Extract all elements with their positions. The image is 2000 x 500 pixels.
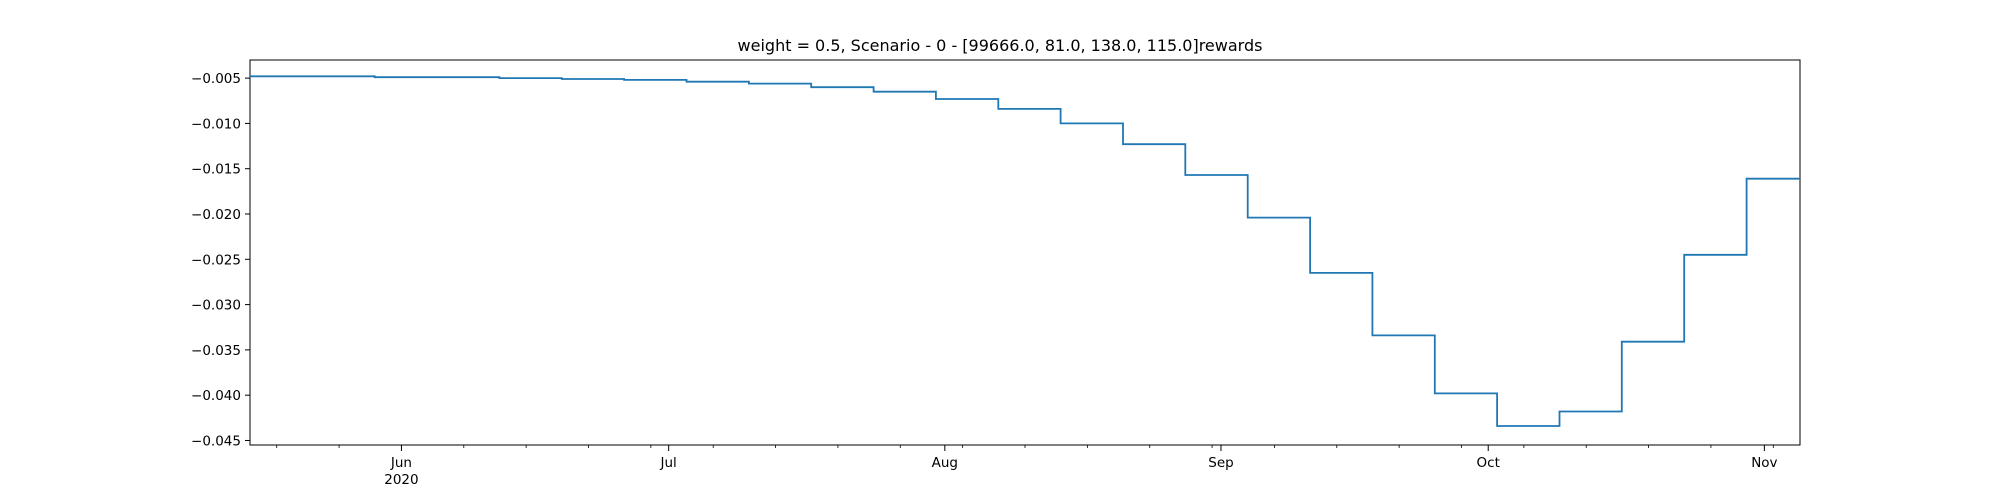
x-tick-label: Aug bbox=[932, 455, 958, 471]
y-tick-label: −0.020 bbox=[191, 207, 241, 223]
x-tick-label: Jul bbox=[660, 455, 677, 471]
x-tick-sublabel: 2020 bbox=[384, 472, 418, 488]
y-tick-label: −0.040 bbox=[191, 388, 241, 404]
series-line bbox=[250, 75, 1800, 427]
plot-area: −0.005 −0.010 −0.015 −0.020 −0.025 −0.030 −0.0… bbox=[191, 59, 1801, 488]
y-tick-label: −0.010 bbox=[191, 116, 241, 132]
x-tick-label: Nov bbox=[1751, 455, 1777, 471]
x-tick-label: Jun bbox=[390, 455, 412, 471]
y-tick-label: −0.045 bbox=[191, 433, 241, 449]
y-tick-label: −0.030 bbox=[191, 298, 241, 314]
axes-frame bbox=[249, 59, 1801, 446]
y-tick-label: −0.005 bbox=[191, 71, 241, 87]
chart-title: weight = 0.5, Scenario - 0 - [99666.0, 8… bbox=[738, 36, 1263, 55]
x-tick-label: Sep bbox=[1208, 455, 1233, 471]
y-axis: −0.005 −0.010 −0.015 −0.020 −0.025 −0.030 −0.0… bbox=[191, 71, 250, 449]
y-tick-label: −0.035 bbox=[191, 343, 241, 359]
y-tick-label: −0.025 bbox=[191, 252, 241, 268]
x-tick-label: Oct bbox=[1477, 455, 1500, 471]
y-tick-label: −0.015 bbox=[191, 162, 241, 178]
